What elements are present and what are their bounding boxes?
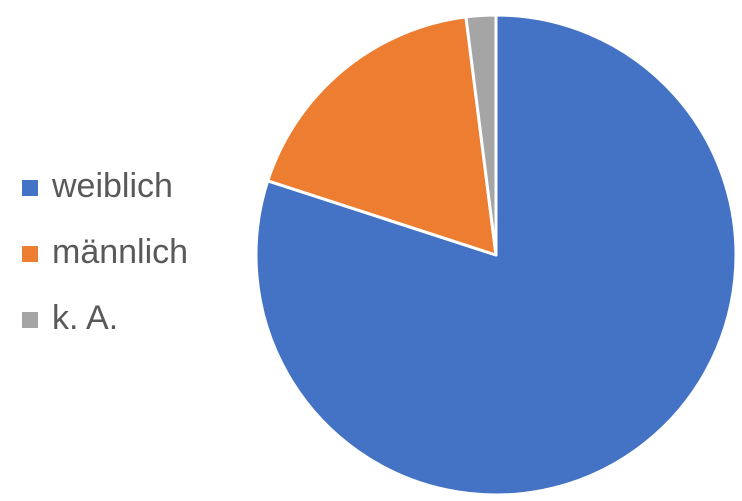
legend-label: weiblich	[51, 167, 173, 205]
legend-swatch	[22, 180, 38, 196]
legend-label: männlich	[52, 233, 188, 271]
legend-label: k. A.	[52, 299, 118, 337]
pie-slice	[254, 13, 738, 497]
legend-swatch	[22, 312, 38, 328]
pie-slice	[266, 15, 498, 257]
legend-swatch	[22, 246, 38, 262]
pie-slice	[464, 13, 498, 257]
